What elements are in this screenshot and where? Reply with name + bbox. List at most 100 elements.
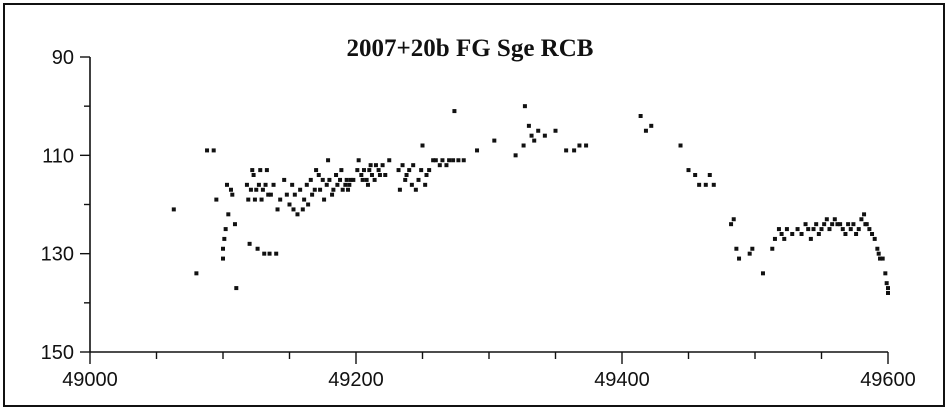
data-point <box>232 222 237 227</box>
data-point <box>221 246 225 251</box>
data-point <box>864 222 869 227</box>
data-point <box>867 227 872 232</box>
data-point <box>306 202 311 207</box>
data-point <box>312 187 317 192</box>
data-point <box>262 251 267 256</box>
data-point <box>808 236 813 241</box>
data-point <box>327 177 332 182</box>
data-point <box>643 128 648 133</box>
axes: 49000 49200 49400 49600 90 110 130 150 <box>41 47 916 391</box>
data-point <box>697 182 702 187</box>
data-point <box>843 232 848 236</box>
data-point <box>423 182 428 187</box>
data-point <box>230 192 235 197</box>
data-point <box>260 187 265 192</box>
data-point <box>526 123 531 128</box>
data-point <box>214 197 219 202</box>
data-point <box>799 232 804 236</box>
data-point <box>361 168 366 173</box>
data-point <box>338 177 343 182</box>
data-point <box>247 241 252 246</box>
data-point <box>492 138 497 143</box>
data-point <box>779 232 784 236</box>
data-point <box>320 177 325 182</box>
data-point <box>348 177 353 182</box>
data-point <box>268 192 273 197</box>
data-point <box>255 246 260 251</box>
data-point <box>447 158 452 163</box>
data-point <box>226 212 231 217</box>
data-point <box>854 232 859 236</box>
data-point <box>291 207 296 212</box>
data-point <box>870 232 875 236</box>
data-point <box>228 187 233 192</box>
data-point <box>264 168 269 173</box>
data-point <box>872 236 877 241</box>
data-point <box>678 143 683 148</box>
chart-title: 2007+20b FG Sge RCB <box>347 35 594 62</box>
data-point <box>451 158 456 163</box>
data-point <box>397 187 402 192</box>
data-point <box>310 192 315 197</box>
data-point <box>251 173 256 177</box>
data-point <box>782 236 787 241</box>
data-point <box>703 182 708 187</box>
data-point <box>282 177 287 182</box>
data-point <box>731 217 736 222</box>
y-tick-label: 90 <box>52 47 74 69</box>
data-point <box>437 163 442 168</box>
data-point <box>380 163 385 168</box>
data-point <box>553 128 558 133</box>
data-point <box>211 148 216 153</box>
data-point <box>339 168 344 173</box>
data-point <box>224 182 229 187</box>
data-point <box>880 256 885 261</box>
chart-border <box>3 3 945 407</box>
data-point <box>246 197 251 202</box>
data-point <box>729 222 734 227</box>
data-point <box>256 182 261 187</box>
data-point <box>340 187 345 192</box>
data-point <box>875 246 880 251</box>
data-point <box>368 163 373 168</box>
data-point <box>790 232 795 236</box>
data-point <box>737 256 742 261</box>
data-point <box>314 168 319 173</box>
data-point <box>772 236 777 241</box>
data-point <box>819 227 824 232</box>
data-point <box>522 104 527 109</box>
data-point <box>760 271 765 276</box>
data-point <box>840 227 845 232</box>
data-point <box>222 236 227 241</box>
y-tick-label: 130 <box>41 244 74 266</box>
data-point <box>827 227 832 232</box>
data-point <box>876 251 881 256</box>
data-point <box>564 148 569 153</box>
data-point <box>456 158 461 163</box>
data-point <box>244 182 249 187</box>
data-point <box>271 182 276 187</box>
data-point <box>284 192 289 197</box>
data-point <box>223 227 228 232</box>
x-tick-label: 49600 <box>860 369 916 391</box>
data-point <box>440 158 445 163</box>
data-point <box>364 177 369 182</box>
data-point <box>304 182 309 187</box>
data-point <box>326 158 331 163</box>
data-point <box>693 173 698 177</box>
data-point <box>529 133 534 138</box>
data-points <box>171 104 890 295</box>
data-point <box>287 202 292 207</box>
data-point <box>822 222 827 227</box>
data-point <box>444 163 449 168</box>
x-tick-label: 49400 <box>594 369 650 391</box>
data-point <box>734 246 739 251</box>
data-point <box>452 109 457 114</box>
data-point <box>433 158 438 163</box>
data-point <box>806 227 811 232</box>
data-point <box>649 123 654 128</box>
data-point <box>400 163 405 168</box>
data-point <box>300 207 305 212</box>
data-point <box>795 227 800 232</box>
data-point <box>275 207 280 212</box>
